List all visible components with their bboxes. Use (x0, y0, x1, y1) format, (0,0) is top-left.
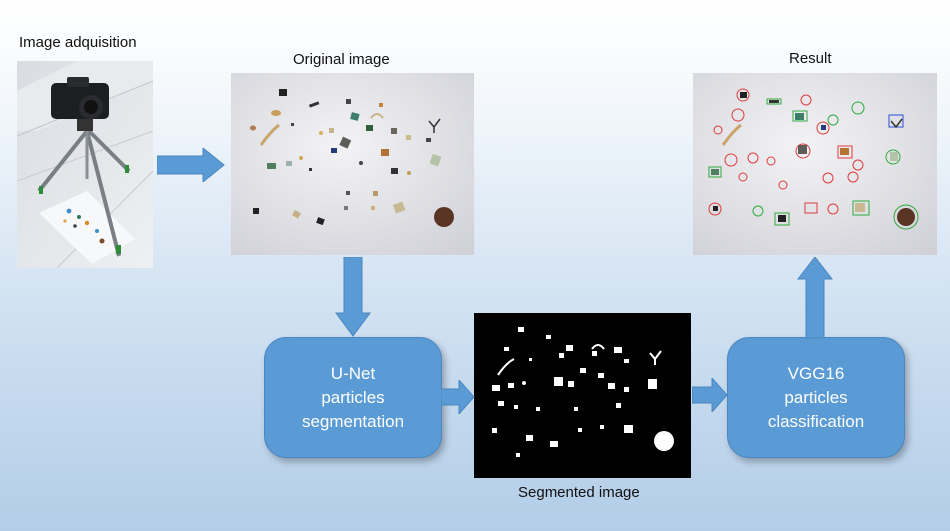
unet-box-line2: particles (321, 387, 385, 407)
vgg-box-line1: VGG16 (787, 363, 845, 383)
original-image-label: Original image (293, 51, 390, 68)
vgg16-classification-box: VGG16 particles classification (727, 337, 905, 458)
vgg-box-line3: classification (767, 411, 865, 431)
acquisition-label: Image adquisition (19, 34, 137, 51)
arrow-original-to-unet (335, 257, 371, 337)
acquisition-photo (17, 61, 153, 268)
segmented-image (474, 313, 691, 478)
arrow-vgg-to-result (797, 257, 833, 339)
arrow-segmented-to-vgg (692, 378, 728, 412)
unet-box-line1: U-Net (330, 363, 376, 383)
unet-segmentation-box: U-Net particles segmentation (264, 337, 442, 458)
unet-box-line3: segmentation (301, 411, 405, 431)
vgg-box-line2: particles (784, 387, 848, 407)
segmented-image-label: Segmented image (518, 484, 640, 501)
arrow-unet-to-segmented (441, 380, 475, 414)
result-label: Result (789, 50, 832, 67)
arrow-acquisition-to-original (157, 148, 225, 182)
original-image (231, 73, 474, 255)
result-image (693, 73, 937, 255)
